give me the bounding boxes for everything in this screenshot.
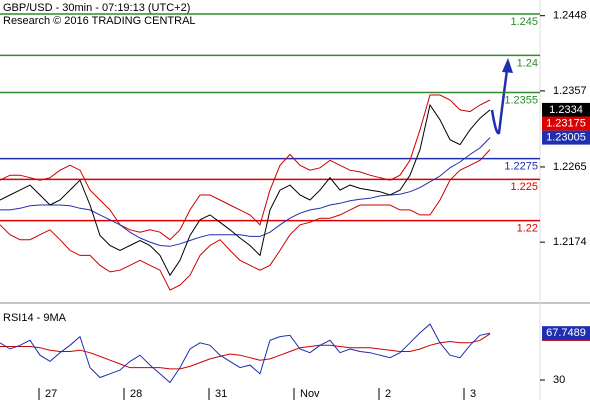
series-line bbox=[0, 149, 491, 291]
series-line bbox=[0, 323, 491, 384]
price-tag bbox=[542, 116, 590, 131]
price-tag bbox=[542, 102, 590, 117]
panel-title: RSI14 - 9MA bbox=[3, 312, 67, 324]
series-line bbox=[0, 103, 491, 277]
y-tick-label: 1.2174 bbox=[553, 236, 587, 248]
chart-subtitle: Research © 2016 TRADING CENTRAL bbox=[3, 15, 196, 27]
level-label: 1.22 bbox=[517, 223, 538, 235]
price-tag-label: 1.2334 bbox=[549, 104, 583, 116]
series-line bbox=[0, 137, 491, 247]
level-label: 1.24 bbox=[517, 57, 538, 69]
series-line bbox=[0, 94, 491, 241]
x-tick-label: 3 bbox=[470, 388, 476, 400]
y-tick-label: 1.2357 bbox=[553, 85, 587, 97]
level-label: 1.225 bbox=[510, 181, 538, 193]
price-tag bbox=[542, 130, 590, 145]
x-tick-label: 27 bbox=[45, 388, 57, 400]
price-tag-label: 67.7489 bbox=[546, 327, 586, 339]
x-tick-label: 2 bbox=[385, 388, 391, 400]
x-tick-label: 31 bbox=[215, 388, 227, 400]
series-line bbox=[0, 333, 491, 370]
level-label: 1.2355 bbox=[504, 94, 538, 106]
forecast-arrow bbox=[490, 58, 513, 135]
y-tick-label: 30 bbox=[553, 374, 565, 386]
x-tick-label: Nov bbox=[300, 388, 320, 400]
level-label: 1.245 bbox=[510, 16, 538, 28]
y-tick-label: 1.2265 bbox=[553, 161, 587, 173]
x-tick-label: 28 bbox=[130, 388, 142, 400]
price-tag bbox=[542, 326, 590, 341]
price-tag-label: 1.23175 bbox=[546, 117, 586, 129]
level-label: 1.2275 bbox=[504, 161, 538, 173]
arrow-head bbox=[502, 58, 513, 73]
price-tag-label: 1.23005 bbox=[546, 132, 586, 144]
y-tick-label: 1.2448 bbox=[553, 10, 587, 22]
arrow-shaft bbox=[490, 69, 509, 135]
chart-title: GBP/USD - 30min - 07:19:13 (UTC+2) bbox=[3, 2, 190, 14]
